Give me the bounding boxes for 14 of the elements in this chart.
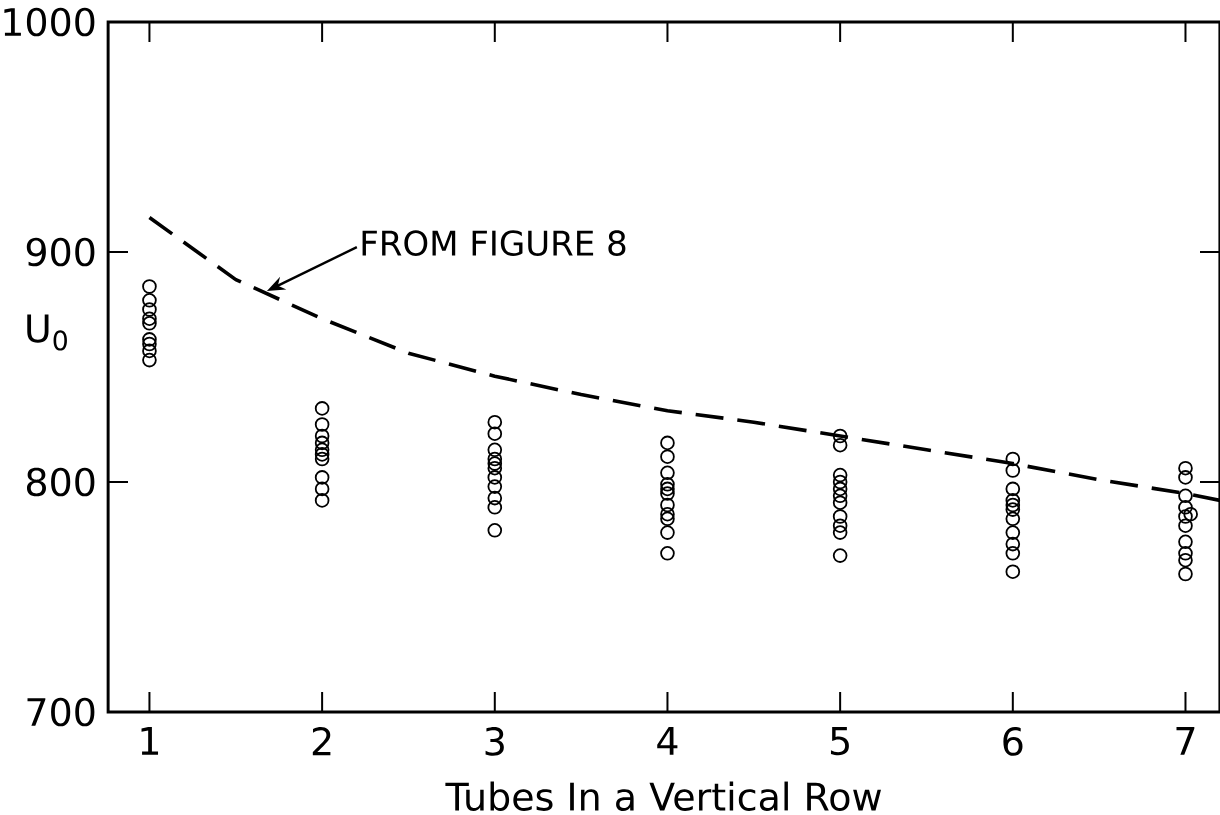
y-tick-label: 700	[27, 697, 95, 727]
x-tick-label: 3	[485, 727, 504, 756]
x-tick-label: 7	[1176, 727, 1195, 755]
x-tick-label: 1	[141, 727, 159, 755]
x-tick-label: 5	[830, 727, 849, 756]
x-tick-label: 4	[657, 727, 678, 755]
y-tick-label: 1000	[4, 7, 95, 37]
y-axis-title: U$_{0}$	[27, 314, 67, 351]
x-axis-title: Tubes In a Vertical Row	[445, 781, 881, 811]
y-tick-label: 800	[26, 467, 95, 497]
x-tick-label: 2	[312, 727, 331, 756]
annotation: FROM FIGURE 8	[362, 230, 626, 256]
y-tick-label: 900	[26, 237, 95, 267]
x-tick-label: 6	[1003, 727, 1023, 756]
